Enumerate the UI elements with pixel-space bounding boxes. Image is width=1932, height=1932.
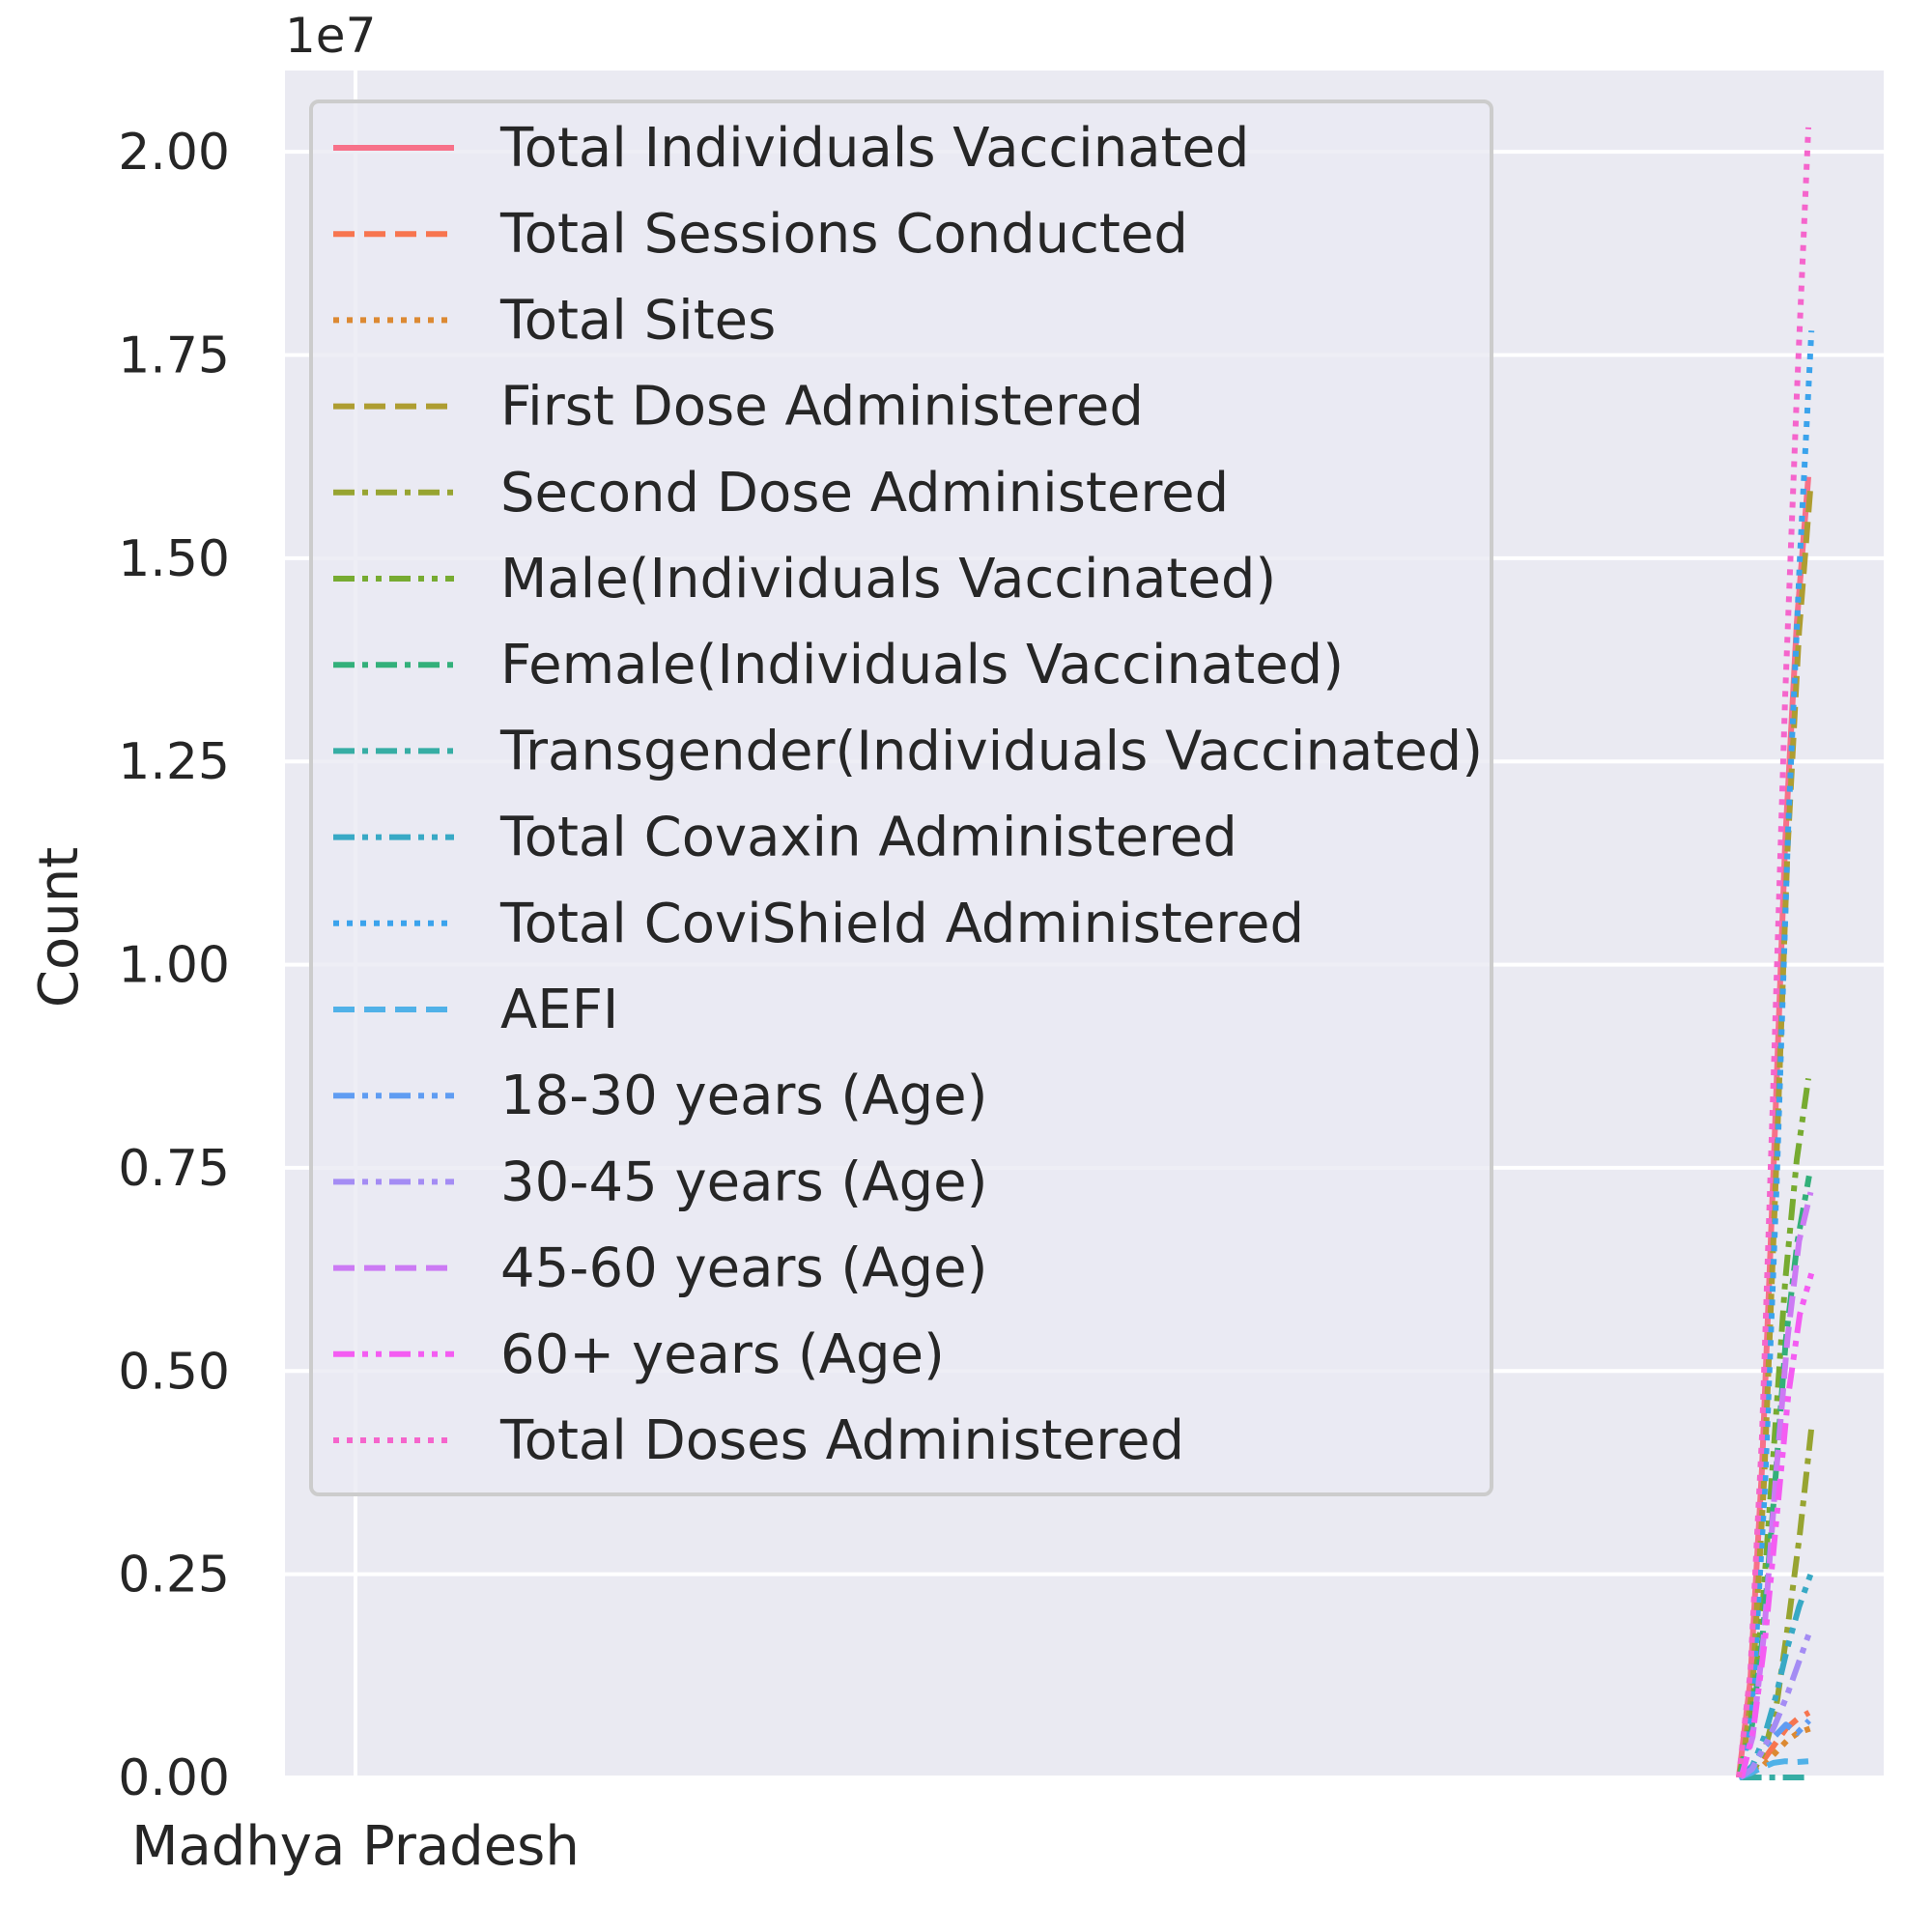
- y-tick-label: 1.25: [118, 733, 230, 791]
- y-tick-label: 0.75: [118, 1140, 230, 1198]
- series-lines: [1736, 127, 1815, 1780]
- legend-label: Total CoviShield Administered: [499, 893, 1304, 955]
- legend-label: Female(Individuals Vaccinated): [500, 634, 1344, 696]
- legend-label: 60+ years (Age): [500, 1323, 945, 1386]
- legend-label: 45-60 years (Age): [500, 1237, 987, 1300]
- y-tick-label: 0.00: [118, 1749, 230, 1807]
- y-tick-label: 0.25: [118, 1547, 230, 1605]
- legend-label: Total Individuals Vaccinated: [499, 117, 1249, 180]
- series-line: [1738, 1630, 1813, 1780]
- series-line: [1739, 1272, 1815, 1778]
- y-tick-label: 1.00: [118, 937, 230, 995]
- legend-label: Total Covaxin Administered: [499, 807, 1237, 869]
- x-tick-label: Madhya Pradesh: [131, 1815, 580, 1878]
- series-line: [1739, 1725, 1811, 1780]
- series-line: [1736, 1077, 1811, 1778]
- legend-label: 30-45 years (Age): [500, 1151, 987, 1213]
- legend-label: 18-30 years (Age): [500, 1065, 987, 1127]
- legend-label: Transgender(Individuals Vaccinated): [499, 720, 1483, 782]
- legend-label: Male(Individuals Vaccinated): [500, 548, 1276, 611]
- y-tick-label: 1.75: [118, 327, 230, 385]
- y-tick-label: 1.50: [118, 530, 230, 588]
- series-line: [1738, 484, 1814, 1778]
- legend: Total Individuals Vaccinated Total Sessio…: [309, 99, 1493, 1496]
- legend-label: Total Doses Administered: [499, 1409, 1184, 1472]
- series-line: [1738, 1191, 1814, 1778]
- y-tick-labels: 0.00 0.25 0.50 0.75 1.00 1.25 1.50 1.75 2.00: [118, 124, 230, 1807]
- y-offset-text: 1e7: [285, 8, 376, 64]
- legend-label: AEFI: [500, 979, 618, 1041]
- y-axis-label: Count: [28, 847, 91, 1008]
- y-tick-label: 0.50: [118, 1343, 230, 1401]
- legend-label: Total Sessions Conducted: [499, 203, 1188, 266]
- series-line: [1736, 127, 1811, 1778]
- legend-label: First Dose Administered: [500, 376, 1144, 439]
- x-tick-labels: Madhya Pradesh: [131, 1815, 580, 1878]
- legend-label: Second Dose Administered: [500, 462, 1229, 525]
- legend-label: Total Sites: [499, 289, 776, 352]
- legend-frame: [309, 99, 1493, 1496]
- series-line: [1739, 330, 1815, 1778]
- y-tick-label: 2.00: [118, 124, 230, 182]
